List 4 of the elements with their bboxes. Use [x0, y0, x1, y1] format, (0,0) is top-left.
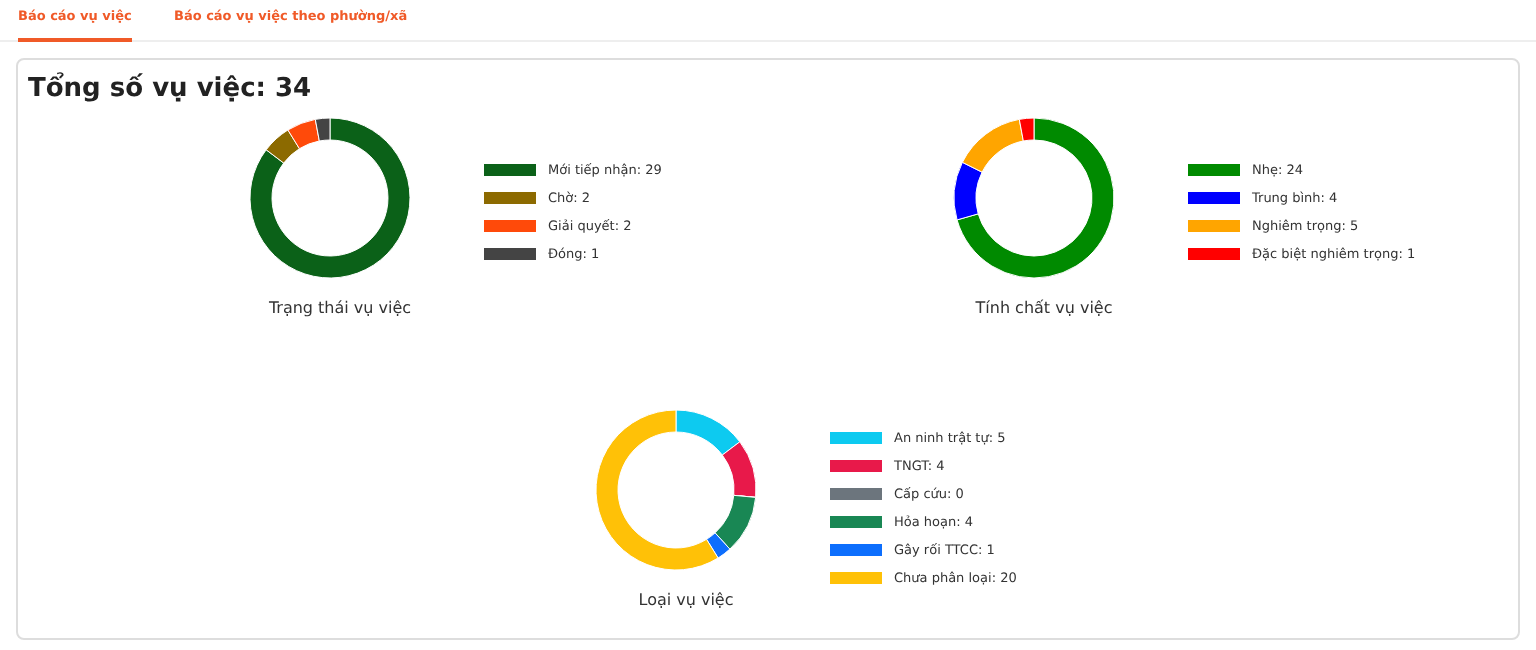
text: Trạng thái vụ việc — [266, 299, 412, 317]
text: Loại vụ việc — [638, 591, 734, 609]
text: Tính chất vụ việc — [973, 299, 1113, 317]
text: Tổng số vụ việc: 34 — [28, 74, 312, 104]
